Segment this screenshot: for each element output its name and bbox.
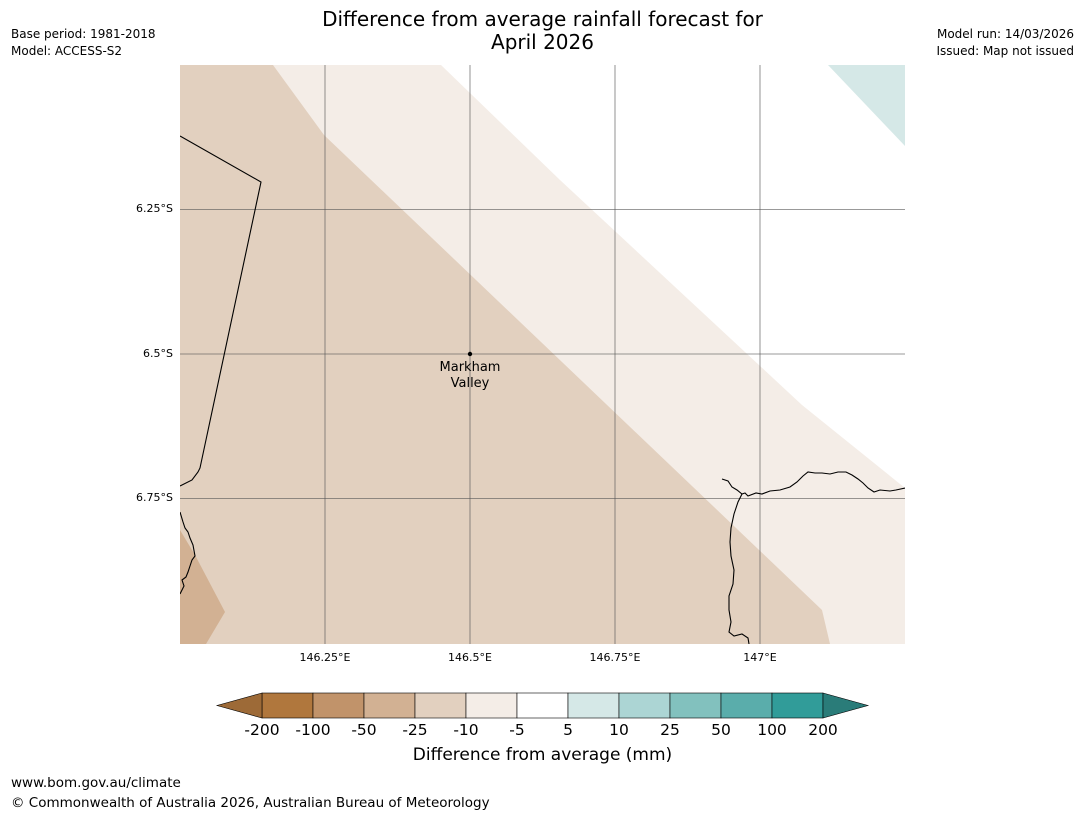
- colorbar-tick-label: 100: [757, 721, 787, 739]
- lon-label: 146.75°E: [589, 651, 641, 664]
- colorbar-tick-label: 200: [808, 721, 838, 739]
- colorbar-title: Difference from average (mm): [412, 745, 673, 765]
- metadata-right: Model run: 14/03/2026 Issued: Map not is…: [936, 26, 1074, 60]
- zone-minus-100-to-minus-50: [180, 530, 225, 644]
- colorbar-tick-label: -10: [453, 721, 479, 739]
- lat-label: 6.5°S: [143, 347, 173, 360]
- colorbar-swatch: [771, 692, 824, 719]
- colorbar-swatch: [261, 692, 314, 719]
- lon-label: 147°E: [743, 651, 777, 664]
- colorbar-over-arrow: [822, 692, 870, 719]
- lat-label: 6.25°S: [136, 202, 173, 215]
- colorbar-swatch: [567, 692, 620, 719]
- colorbar-swatch: [312, 692, 365, 719]
- map-area: [180, 65, 905, 644]
- lon-label: 146.5°E: [448, 651, 492, 664]
- colorbar-swatch: [465, 692, 518, 719]
- colorbar: [215, 692, 870, 719]
- base-period-text: Base period: 1981-2018: [11, 27, 156, 41]
- boundary-lines: [180, 135, 905, 644]
- location-marker: [467, 351, 473, 357]
- colorbar-tick-label: -50: [351, 721, 377, 739]
- colorbar-tick-label: -25: [402, 721, 428, 739]
- colorbar-tick-label: -5: [509, 721, 525, 739]
- issued-text: Issued: Map not issued: [936, 44, 1074, 58]
- zone-5-to-10: [828, 65, 905, 146]
- chart-title-line1: Difference from average rainfall forecas…: [322, 7, 763, 31]
- chart-title-line2: April 2026: [491, 30, 594, 54]
- border-line: [180, 135, 262, 487]
- coastline-west: [180, 511, 196, 595]
- colorbar-swatch: [516, 692, 569, 719]
- footer-copyright: © Commonwealth of Australia 2026, Austra…: [11, 795, 490, 811]
- footer-url: www.bom.gov.au/climate: [11, 775, 181, 791]
- colorbar-tick-label: 50: [711, 721, 731, 739]
- coastline-east: [721, 471, 905, 497]
- colorbar-swatch: [414, 692, 467, 719]
- model-run-text: Model run: 14/03/2026: [936, 27, 1074, 41]
- colorbar-swatch: [669, 692, 722, 719]
- colorbar-under-arrow: [215, 692, 263, 719]
- colorbar-swatch: [363, 692, 416, 719]
- colorbar-tick-label: 10: [609, 721, 629, 739]
- zone-minus-5-to-5: [441, 65, 905, 488]
- colorbar-tick-label: -200: [244, 721, 280, 739]
- colorbar-tick-label: 25: [660, 721, 680, 739]
- lat-label: 6.75°S: [136, 491, 173, 504]
- model-text: Model: ACCESS-S2: [11, 44, 123, 58]
- lon-label: 146.25°E: [299, 651, 351, 664]
- location-label: Markham Valley: [420, 360, 520, 392]
- location-name-line1: Markham: [439, 360, 501, 375]
- location-name-line2: Valley: [450, 376, 490, 391]
- colorbar-tick-label: 5: [563, 721, 573, 739]
- coastline-river: [728, 493, 750, 644]
- colorbar-swatch: [618, 692, 671, 719]
- colorbar-tick-label: -100: [295, 721, 331, 739]
- metadata-left: Base period: 1981-2018 Model: ACCESS-S2: [11, 26, 156, 60]
- colorbar-swatch: [720, 692, 773, 719]
